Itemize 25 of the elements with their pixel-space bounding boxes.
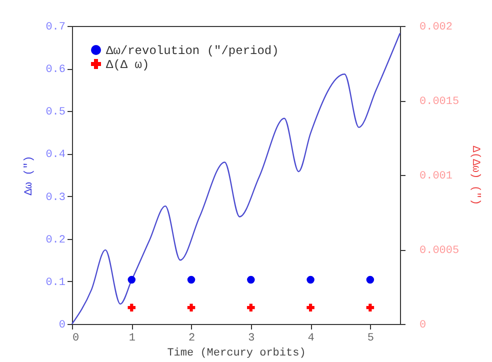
y-tick-label: 0.1	[46, 276, 66, 289]
y2-tick-label: 0.001	[420, 170, 453, 182]
y-tick-label: 0.5	[46, 106, 66, 119]
x-tick-label: 0	[72, 332, 80, 344]
y-tick-label: 0.6	[46, 64, 66, 76]
x-tick-label: 4	[308, 332, 315, 344]
y2-tick-label: 0.002	[420, 22, 453, 34]
x-axis-title: Time (Mercury orbits)	[167, 348, 306, 360]
x-tick-label: 5	[367, 332, 374, 344]
legend-label: Δω/revolution ("/period)	[106, 44, 279, 58]
y2-tick-label: 0	[420, 320, 426, 332]
y2-tick-label: 0.0015	[420, 96, 460, 108]
x-tick-label: 3	[248, 332, 255, 344]
y2-axis-title: Δ(Δω) (")	[469, 146, 482, 206]
y2-tick-label: 0.0005	[420, 245, 460, 257]
y-tick-label: 0.4	[46, 149, 66, 162]
legend-label: Δ(Δ ω)	[106, 58, 150, 72]
y-tick-label: 0	[58, 320, 66, 332]
y-tick-label: 0.3	[46, 192, 66, 204]
y-tick-label: 0.2	[46, 234, 66, 246]
x-tick-label: 1	[128, 332, 136, 344]
y-tick-label: 0.7	[46, 22, 66, 34]
x-tick-label: 2	[188, 332, 196, 344]
y-axis-title: Δω (")	[24, 156, 36, 196]
line-series	[71, 32, 401, 325]
